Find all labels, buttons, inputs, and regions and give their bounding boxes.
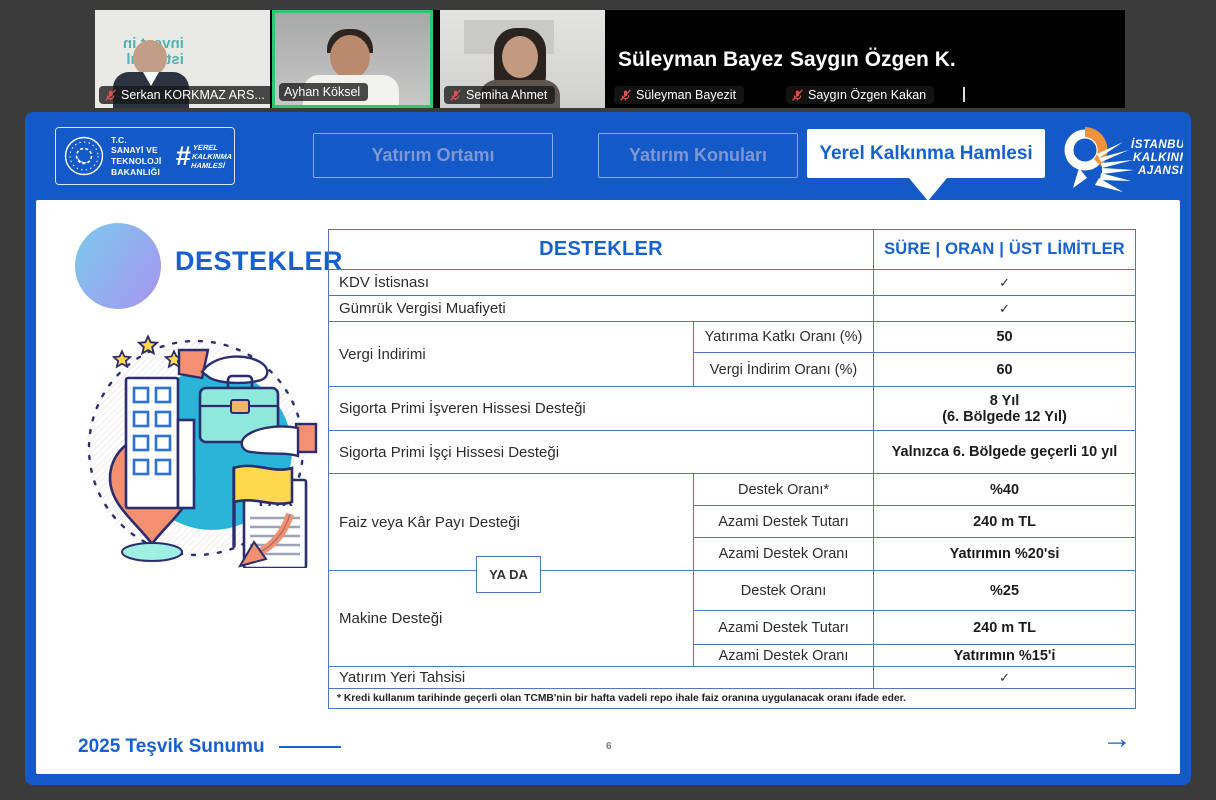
row-value: 50	[873, 321, 1137, 353]
video-tile-suleyman[interactable]: Süleyman Bayezit Süleyman Bayezit	[610, 10, 782, 108]
row-value: 60	[873, 352, 1137, 387]
istanbul-kalkinma-ajansi-logo: İSTANBUL KALKINMA AJANSI	[1064, 127, 1183, 192]
nav-tab-yerel-kalkinma-hamlesi[interactable]: Yerel Kalkınma Hamlesi	[807, 129, 1045, 178]
nav-tab-label: Yatırım Ortamı	[371, 145, 495, 165]
ika-text-line2: KALKINMA	[1133, 152, 1183, 164]
participant-name-chip: Süleyman Bayezit	[614, 86, 745, 104]
ika-text-line3: AJANSI	[1137, 165, 1183, 177]
nav-tab-yatirim-ortami[interactable]: Yatırım Ortamı	[313, 133, 553, 178]
video-tile-ayhan-active-speaker[interactable]: Ayhan Köksel	[272, 10, 433, 108]
muted-mic-icon	[105, 88, 116, 101]
table-row: Faiz veya Kâr Payı Desteği Destek Oranı*…	[328, 473, 1137, 571]
table-header-row: DESTEKLER SÜRE | ORAN | ÜST LİMİTLER	[327, 229, 1137, 270]
row-sublabel: Azami Destek Oranı	[692, 537, 875, 571]
table-row: Azami Destek Oranı Yatırımın %15'i	[329, 644, 1137, 667]
row-sublabel: Azami Destek Tutarı	[692, 505, 875, 538]
participant-name-chip: Serkan KORKMAZ ARS...	[99, 86, 270, 104]
supports-table: DESTEKLER SÜRE | ORAN | ÜST LİMİTLER KDV…	[327, 229, 1137, 709]
row-sublabel: Azami Destek Oranı	[692, 644, 875, 667]
row-value: %25	[873, 570, 1137, 611]
row-label: Yatırım Yeri Tahsisi	[327, 666, 875, 689]
row-label: Faiz veya Kâr Payı Desteği	[328, 473, 694, 571]
muted-mic-icon	[792, 88, 803, 101]
row-value: Yatırımın %15'i	[873, 644, 1137, 667]
participant-display-name: Süleyman Bayezit	[618, 48, 782, 71]
table-row: KDV İstisnası ✓	[327, 269, 1137, 296]
ika-text-line1: İSTANBUL	[1131, 138, 1183, 151]
video-tile-saygin[interactable]: Saygın Özgen K... Saygın Özgen Kakan	[782, 10, 957, 108]
table-header-destekler: DESTEKLER	[327, 229, 875, 270]
nav-tab-label: Yerel Kalkınma Hamlesi	[819, 142, 1033, 164]
row-value: %40	[873, 473, 1137, 506]
participant-name: Semiha Ahmet	[466, 88, 548, 102]
slide-canvas: DESTEKLER	[36, 200, 1180, 774]
check-mark: ✓	[873, 666, 1137, 689]
partial-label-edge	[963, 87, 965, 102]
nav-tab-label: Yatırım Konuları	[628, 145, 768, 165]
participant-name-chip: Semiha Ahmet	[444, 86, 556, 104]
participant-name: Süleyman Bayezit	[636, 88, 737, 102]
row-sublabel: Destek Oranı*	[692, 473, 875, 506]
participant-name: Saygın Özgen Kakan	[808, 88, 927, 102]
table-row: Vergi İndirimi Yatırıma Katkı Oranı (%) …	[328, 321, 1137, 387]
table-header-sure-oran: SÜRE | ORAN | ÜST LİMİTLER	[873, 229, 1137, 270]
presentation-title: 2025 Teşvik Sunumu	[78, 736, 265, 757]
table-row: Sigorta Primi İşveren Hissesi Desteği 8 …	[327, 386, 1137, 431]
participant-display-name: Saygın Özgen K...	[790, 48, 957, 71]
video-strip: invest inistanbul Serkan KORKMAZ ARS...	[95, 10, 1125, 108]
ministry-name: T.C. SANAYİ VE TEKNOLOJİ BAKANLIĞI	[111, 134, 162, 177]
row-value: 8 Yıl (6. Bölgede 12 Yıl)	[873, 386, 1137, 431]
active-tab-pointer	[909, 178, 947, 201]
ya-da-connector-box: YA DA	[476, 556, 541, 593]
ministry-emblem-icon	[64, 136, 104, 176]
table-footnote-row: * Kredi kullanım tarihinde geçerli olan …	[327, 688, 1137, 709]
table-row: Yatırım Yeri Tahsisi ✓	[327, 666, 1137, 689]
table-row: Sigorta Primi İşçi Hissesi Desteği Yalnı…	[327, 430, 1137, 474]
table-footnote: * Kredi kullanım tarihinde geçerli olan …	[327, 688, 1137, 709]
row-label: Vergi İndirimi	[328, 321, 694, 387]
table-row: Vergi İndirim Oranı (%) 60	[329, 352, 1137, 387]
row-sublabel: Azami Destek Tutarı	[692, 610, 875, 645]
table-row: Azami Destek Tutarı 240 m TL	[329, 610, 1137, 645]
next-slide-arrow[interactable]: →	[1102, 722, 1132, 755]
row-value: Yatırımın %20'si	[873, 537, 1137, 571]
slide-footer: 2025 Teşvik Sunumu	[78, 736, 341, 758]
slide-title: DESTEKLER	[175, 246, 344, 276]
decorative-gradient-circle	[75, 223, 161, 309]
row-sublabel: Yatırıma Katkı Oranı (%)	[692, 321, 875, 353]
participant-name-chip: Ayhan Köksel	[279, 83, 369, 101]
row-value: 240 m TL	[873, 505, 1137, 538]
row-value: 240 m TL	[873, 610, 1137, 645]
row-value: Yalnızca 6. Bölgede geçerli 10 yıl	[873, 430, 1137, 474]
muted-mic-icon	[620, 88, 631, 101]
video-tile-partial[interactable]	[957, 10, 1125, 108]
yerel-kalkinma-hamlesi-logo: # YEREL KALKINMA HAMLESİ	[175, 140, 233, 171]
row-label: KDV İstisnası	[327, 269, 875, 296]
row-sublabel: Vergi İndirim Oranı (%)	[692, 352, 875, 387]
muted-mic-icon	[450, 88, 461, 101]
table-row: Gümrük Vergisi Muafiyeti ✓	[327, 295, 1137, 322]
shared-screen-presentation: T.C. SANAYİ VE TEKNOLOJİ BAKANLIĞI # YER…	[25, 112, 1191, 785]
check-mark: ✓	[873, 295, 1137, 322]
table-row: Azami Destek Oranı Yatırımın %20'si	[329, 537, 1137, 571]
tax-incentives-illustration: TAX	[86, 334, 318, 568]
footer-dash-line	[278, 745, 341, 749]
row-label: Sigorta Primi İşveren Hissesi Desteği	[327, 386, 875, 431]
ministry-logo: T.C. SANAYİ VE TEKNOLOJİ BAKANLIĞI # YER…	[55, 127, 235, 185]
participant-name: Ayhan Köksel	[284, 85, 361, 99]
check-mark: ✓	[873, 269, 1137, 296]
row-sublabel: Destek Oranı	[692, 570, 875, 611]
video-tile-serkan[interactable]: invest inistanbul Serkan KORKMAZ ARS...	[95, 10, 270, 108]
table-row: Makine Desteği Destek Oranı %25	[328, 570, 1137, 667]
participant-name: Serkan KORKMAZ ARS...	[121, 88, 265, 102]
table-row: Azami Destek Tutarı 240 m TL	[329, 505, 1137, 538]
nav-tab-yatirim-konulari[interactable]: Yatırım Konuları	[598, 133, 798, 178]
page-number: 6	[606, 741, 612, 752]
row-label: Gümrük Vergisi Muafiyeti	[327, 295, 875, 322]
row-label: Sigorta Primi İşçi Hissesi Desteği	[327, 430, 875, 474]
participant-name-chip: Saygın Özgen Kakan	[786, 86, 935, 104]
video-tile-semiha[interactable]: Semiha Ahmet	[440, 10, 605, 108]
